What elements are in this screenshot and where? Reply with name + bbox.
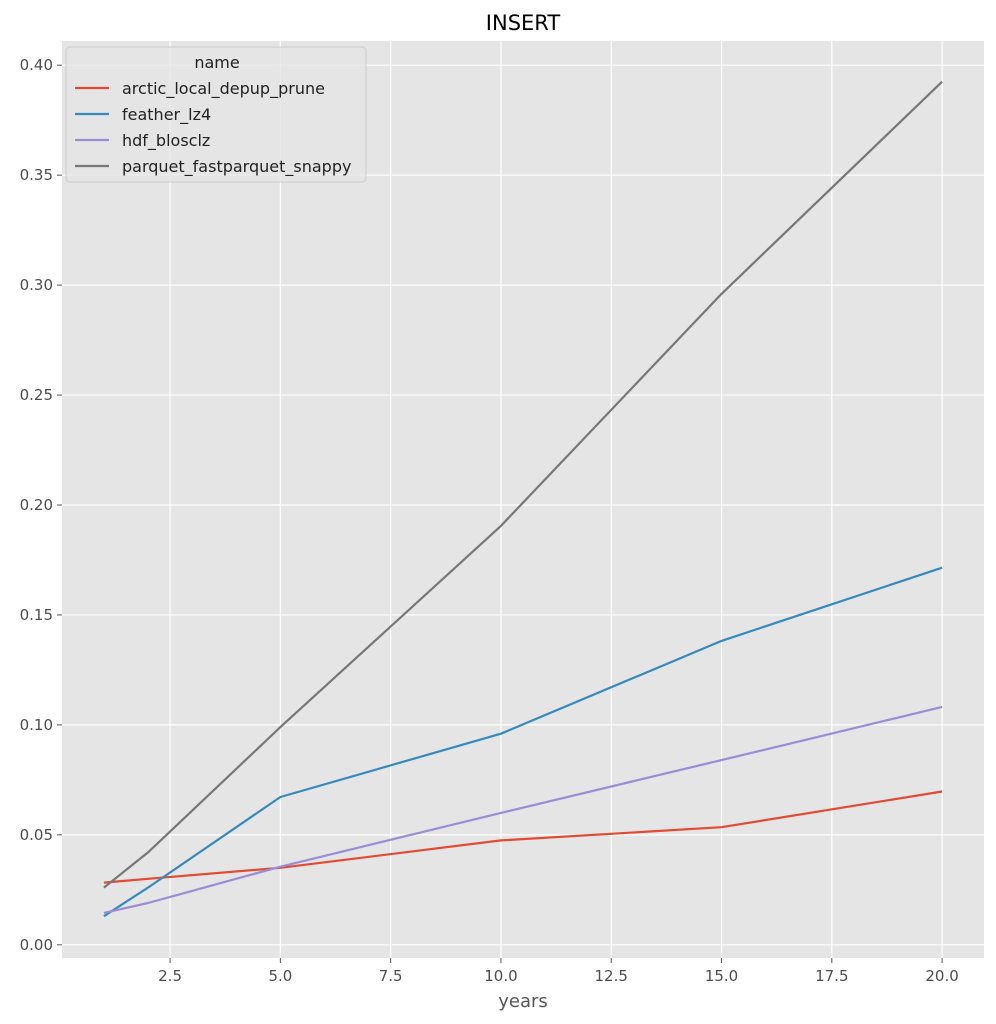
x-tick-label: 2.5	[158, 967, 182, 985]
y-tick-label: 0.10	[20, 716, 53, 734]
x-axis-label: years	[498, 991, 548, 1012]
x-tick-label: 15.0	[705, 967, 738, 985]
legend: name arctic_local_depup_prune feather_lz4…	[65, 46, 367, 183]
legend-items: arctic_local_depup_prune feather_lz4 hdf_b…	[75, 79, 351, 177]
legend-label: hdf_blosclz	[122, 131, 210, 151]
plot-area	[62, 41, 984, 958]
legend-box	[65, 46, 367, 183]
y-tick-label: 0.35	[20, 166, 53, 184]
series-line-arctic_local_depup_prune	[103, 790, 943, 884]
legend-label: parquet_fastparquet_snappy	[122, 157, 351, 177]
x-tick-label: 7.5	[379, 967, 403, 985]
axis-ticks: 2.5 5.0 7.5 10.0 12.5 15.0 17.5 20.0 0.00 0.05 0.1…	[20, 56, 959, 985]
y-tick-label: 0.00	[20, 936, 53, 954]
legend-label: arctic_local_depup_prune	[122, 79, 325, 99]
series-lines	[103, 80, 943, 918]
x-tick-label: 17.5	[815, 967, 848, 985]
series-line-parquet_fastparquet_snappy	[103, 80, 943, 889]
legend-title: name	[194, 53, 239, 72]
y-tick-label: 0.40	[20, 56, 53, 74]
y-tick-label: 0.30	[20, 276, 53, 294]
y-tick-label: 0.05	[20, 826, 53, 844]
x-tick-label: 20.0	[925, 967, 958, 985]
x-tick-label: 5.0	[268, 967, 292, 985]
y-tick-label: 0.25	[20, 386, 53, 404]
x-tick-label: 10.0	[484, 967, 517, 985]
series-line-hdf_blosclz	[103, 705, 943, 914]
series-line-feather_lz4	[103, 566, 943, 918]
chart-title: INSERT	[486, 11, 561, 35]
x-tick-label: 12.5	[595, 967, 628, 985]
legend-label: feather_lz4	[122, 105, 211, 125]
y-tick-label: 0.15	[20, 606, 53, 624]
y-tick-label: 0.20	[20, 496, 53, 514]
